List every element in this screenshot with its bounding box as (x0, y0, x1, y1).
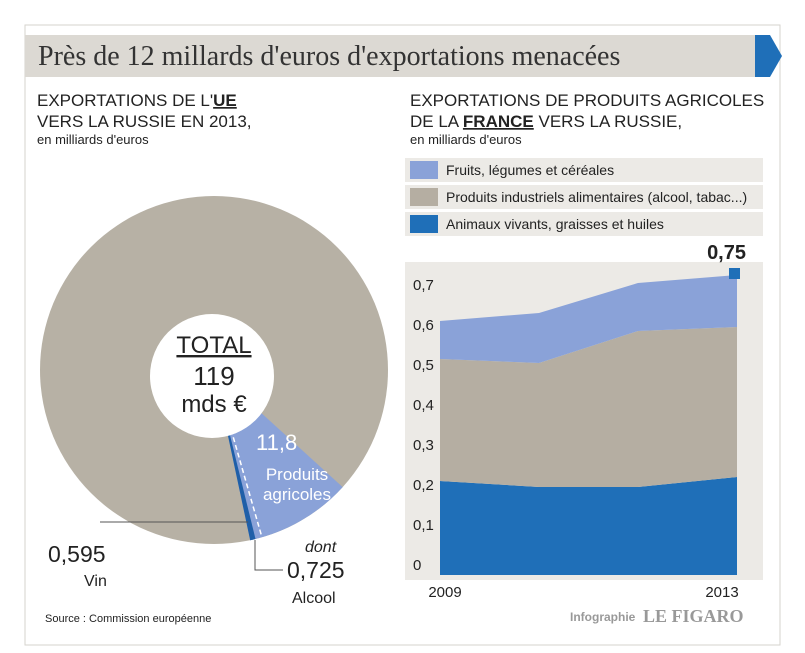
heading-part: DE LA (410, 112, 463, 131)
area (440, 477, 737, 575)
y-tick-label: 0,5 (413, 357, 434, 374)
leader-line (254, 540, 283, 571)
annotation-label: 0,75 (707, 242, 746, 264)
pie-sub-boundary (230, 429, 263, 538)
footer-brand: LE FIGARO (643, 606, 744, 626)
y-tick-label: 0 (413, 557, 421, 574)
total-value: 119 (193, 361, 234, 391)
legend-label: Fruits, légumes et céréales (446, 162, 614, 178)
chart-subtitle: en milliards d'euros (37, 132, 149, 147)
slice-value: 11,8 (256, 430, 297, 455)
heading-part: EXPORTATIONS DE PRODUITS AGRICOLES (410, 91, 764, 110)
annotation-marker (729, 268, 740, 279)
legend-label: Produits industriels alimentaires (alcoo… (446, 189, 747, 205)
chart-heading: DE LA FRANCE VERS LA RUSSIE, (410, 112, 682, 131)
y-tick-label: 0,6 (413, 317, 434, 334)
legend-label: Animaux vivants, graisses et huiles (446, 216, 664, 232)
y-tick-label: 0,1 (413, 517, 434, 534)
heading-part: VERS LA RUSSIE, (534, 112, 682, 131)
part-name: Alcool (292, 590, 336, 607)
chart-heading: EXPORTATIONS DE L'UE (37, 91, 237, 110)
heading-part: FRANCE (463, 112, 534, 131)
slice-label: agricoles (263, 485, 331, 504)
y-tick-label: 0,3 (413, 437, 434, 454)
legend-band (405, 185, 763, 209)
total-label: TOTAL (176, 332, 251, 359)
legend-swatch (410, 161, 438, 179)
heading-part: UE (213, 91, 237, 110)
legend-swatch (410, 188, 438, 206)
legend-swatch (410, 215, 438, 233)
title-arrow (755, 35, 782, 77)
chart-heading: VERS LA RUSSIE EN 2013, (37, 112, 252, 131)
footer-prefix: Infographie (570, 610, 636, 624)
part-value: 0,595 (48, 541, 106, 567)
legend-band (405, 158, 763, 182)
x-tick-label: 2013 (705, 584, 738, 601)
source: Source : Commission européenne (45, 613, 211, 625)
parts-note: dont (305, 539, 337, 556)
y-tick-label: 0,2 (413, 477, 434, 494)
area (440, 327, 737, 487)
pie-hole (150, 314, 274, 438)
part-value: 0,725 (287, 557, 345, 583)
slice-label: Produits (266, 465, 328, 484)
title-bar (25, 35, 755, 77)
total-unit: mds € (181, 391, 247, 418)
chart-heading: EXPORTATIONS DE PRODUITS AGRICOLES (410, 91, 764, 110)
chart-subtitle: en milliards d'euros (410, 132, 522, 147)
y-tick-label: 0,7 (413, 277, 434, 294)
part-name: Vin (84, 573, 107, 590)
area (440, 275, 737, 363)
heading-part: VERS LA RUSSIE EN 2013, (37, 112, 252, 131)
x-tick-label: 2009 (428, 584, 461, 601)
y-tick-label: 0,4 (413, 397, 434, 414)
legend-band (405, 212, 763, 236)
heading-part: EXPORTATIONS DE L' (37, 91, 213, 110)
title: Près de 12 millards d'euros d'exportatio… (38, 41, 620, 72)
